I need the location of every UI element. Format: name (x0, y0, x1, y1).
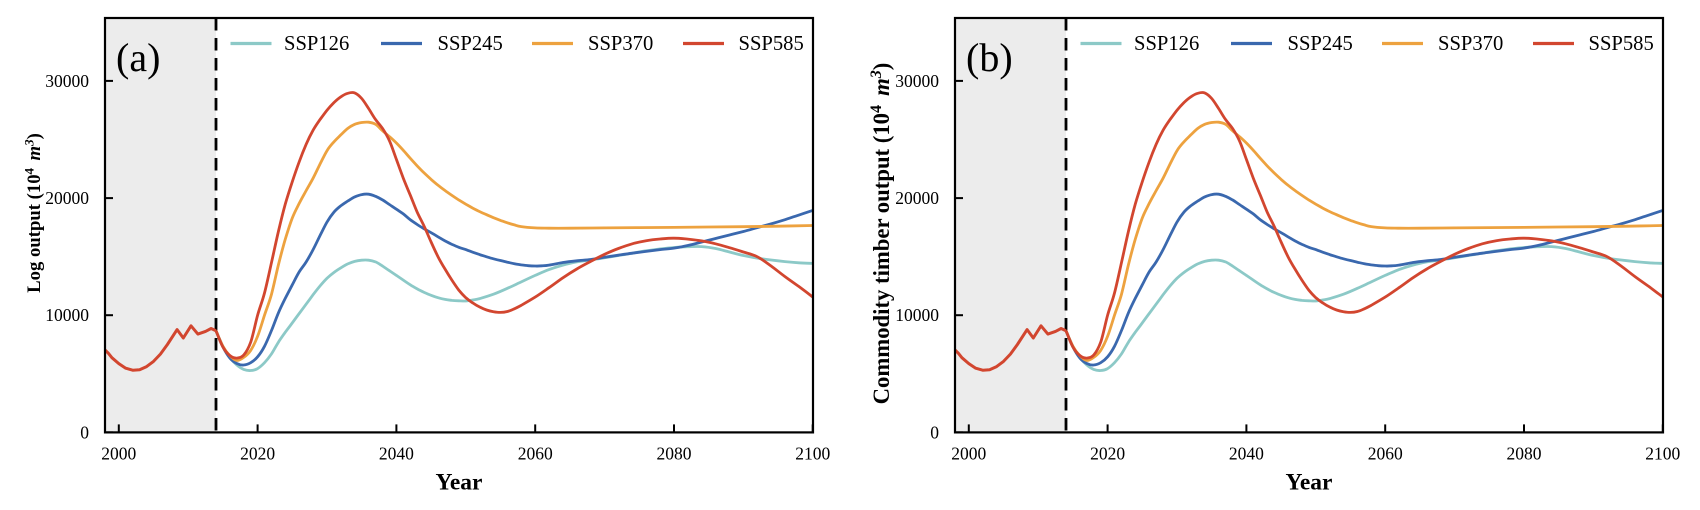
svg-text:Year: Year (1286, 469, 1333, 495)
svg-text:SSP245: SSP245 (1288, 33, 1353, 55)
svg-text:2000: 2000 (951, 443, 986, 463)
svg-text:SSP585: SSP585 (739, 33, 804, 55)
svg-text:SSP126: SSP126 (284, 33, 349, 55)
svg-text:0: 0 (80, 422, 89, 442)
svg-text:30000: 30000 (45, 71, 89, 91)
svg-text:2100: 2100 (795, 443, 830, 463)
svg-text:2080: 2080 (657, 443, 692, 463)
svg-text:SSP585: SSP585 (1589, 33, 1654, 55)
svg-text:(b): (b) (966, 35, 1013, 80)
svg-text:2060: 2060 (1368, 443, 1403, 463)
svg-text:2020: 2020 (240, 443, 275, 463)
svg-text:2040: 2040 (379, 443, 414, 463)
svg-text:SSP370: SSP370 (588, 33, 653, 55)
svg-text:Year: Year (436, 469, 483, 495)
svg-text:2000: 2000 (101, 443, 136, 463)
svg-text:Commodity timber output (104: Commodity timber output (104 m3) (868, 63, 894, 405)
svg-text:SSP126: SSP126 (1134, 33, 1199, 55)
svg-text:20000: 20000 (895, 188, 939, 208)
svg-text:2100: 2100 (1645, 443, 1680, 463)
svg-text:SSP370: SSP370 (1438, 33, 1503, 55)
svg-text:20000: 20000 (45, 188, 89, 208)
svg-text:SSP245: SSP245 (438, 33, 503, 55)
svg-text:30000: 30000 (895, 71, 939, 91)
svg-text:2080: 2080 (1507, 443, 1542, 463)
svg-text:0: 0 (930, 422, 939, 442)
svg-text:2020: 2020 (1090, 443, 1125, 463)
svg-text:(a): (a) (116, 35, 160, 80)
svg-text:10000: 10000 (895, 305, 939, 325)
svg-text:2040: 2040 (1229, 443, 1264, 463)
svg-text:10000: 10000 (45, 305, 89, 325)
svg-text:2060: 2060 (518, 443, 553, 463)
svg-text:Log output (104 m3): Log output (104 m3) (22, 133, 46, 293)
